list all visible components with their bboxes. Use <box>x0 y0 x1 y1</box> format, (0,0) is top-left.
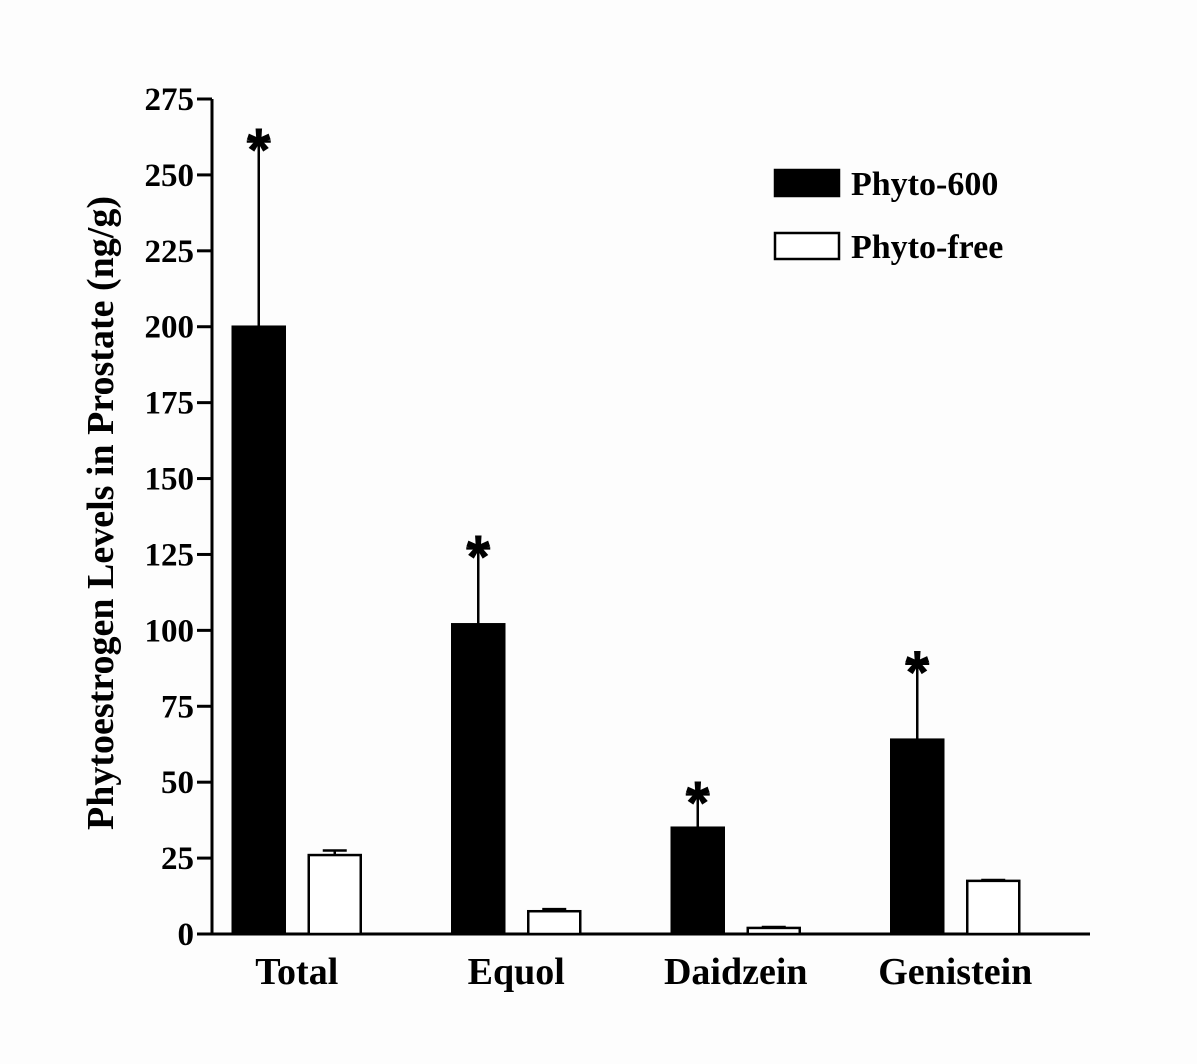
bars: * * * * <box>231 117 1021 936</box>
y-tick-label: 50 <box>161 765 194 801</box>
significance-marker: * <box>247 117 272 186</box>
bar-phyto-600-total <box>231 325 286 936</box>
y-tick-label: 175 <box>145 386 195 422</box>
significance-marker: * <box>466 523 491 592</box>
bar-phyto-free-daidzein <box>746 926 801 936</box>
significance-marker: * <box>686 769 711 838</box>
y-tick-label: 200 <box>145 310 195 346</box>
y-tick-label: 0 <box>178 917 195 953</box>
y-tick-label: 75 <box>161 689 194 725</box>
bar-phyto-free-equol <box>527 909 582 936</box>
y-axis-title-group: Phytoestrogen Levels in Prostate (ng/g) <box>80 196 122 830</box>
x-category-label: Genistein <box>878 951 1032 993</box>
y-tick-label: 25 <box>161 841 194 877</box>
legend-label: Phyto-free <box>851 229 1003 266</box>
legend-label: Phyto-600 <box>851 166 998 203</box>
x-axis: Total Equol Daidzein Genistein <box>212 932 1090 993</box>
legend-swatch <box>773 168 841 198</box>
bar-phyto-600-equol <box>451 623 506 936</box>
y-axis-title: Phytoestrogen Levels in Prostate (ng/g) <box>80 196 122 830</box>
bar-phyto-free-genistein <box>966 879 1021 936</box>
y-tick-label: 100 <box>145 613 195 649</box>
y-tick-label: 225 <box>145 234 195 270</box>
x-category-label: Equol <box>468 951 565 993</box>
bar-phyto-600-genistein <box>890 738 945 936</box>
y-tick-label: 250 <box>145 158 195 194</box>
y-axis: 0 25 50 75 100 125 150 175 200 225 250 275 <box>145 82 214 953</box>
significance-marker: * <box>905 639 930 708</box>
bar-phyto-600-daidzein <box>670 826 725 936</box>
y-tick-label: 275 <box>145 82 195 118</box>
legend-swatch <box>773 231 841 261</box>
x-category-label: Total <box>255 951 338 993</box>
y-tick-label: 125 <box>145 537 195 573</box>
bar-phyto-free-total <box>307 853 362 936</box>
y-tick-label: 150 <box>145 462 195 498</box>
x-category-label: Daidzein <box>664 951 808 993</box>
legend: Phyto-600 Phyto-free <box>773 166 1003 266</box>
